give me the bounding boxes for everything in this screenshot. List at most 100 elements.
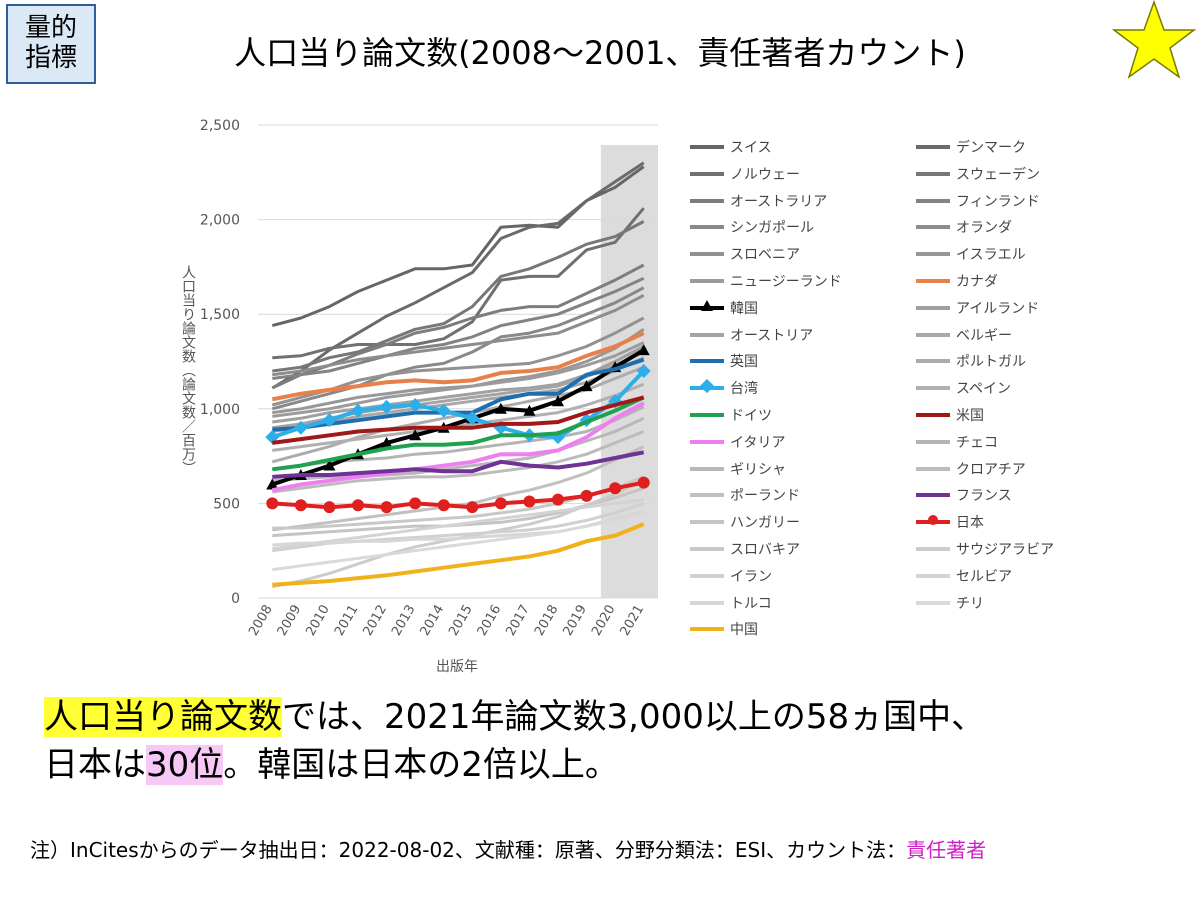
legend-label: イスラエル [956,247,1026,264]
legend-item: 英国 [690,350,758,372]
data-point [436,403,451,418]
data-point [466,501,479,514]
legend-swatch [690,171,724,176]
legend-swatch [916,279,950,283]
legend-swatch [916,225,950,230]
legend-swatch [690,493,724,498]
legend-label: スロバキア [730,542,800,558]
series-line-12 [271,331,645,402]
legend-label: ギリシャ [730,461,786,478]
series-line-22 [272,395,645,445]
data-point [379,399,394,414]
footnote: 注）InCitesからのデータ抽出日：2022-08-02、文献種：原著、分野分… [30,834,986,863]
summary-message: 人口当り論文数では、2021年論文数3,000以上の58ヵ国中、 日本は30位。… [44,693,985,789]
legend-item: イラン [690,565,772,587]
data-point [637,476,650,489]
series-line-34 [272,498,644,551]
legend-item: 台湾 [690,377,758,399]
legend-label: フィンランド [956,193,1040,210]
legend-item: トルコ [690,592,772,614]
legend-label: チリ [956,595,984,612]
legend-item: ベルギー [916,324,1012,346]
legend-swatch [690,520,724,525]
data-point [408,398,423,413]
legend-label: ニュージーランド [730,274,842,290]
legend-item: ポルトガル [916,350,1026,372]
legend-item: イタリア [690,431,785,453]
series-line-7 [271,286,645,411]
legend-swatch [916,145,950,149]
legend-item: 中国 [690,618,758,640]
x-tick-label: 2019 [560,603,590,639]
x-axis-label: 出版年 [436,659,478,675]
legend-label: サウジアラビア [956,542,1054,558]
legend-item: ポーランド [690,484,800,506]
legend-label: イタリア [730,434,786,451]
legend-item: 米国 [916,404,984,426]
slide-title: 人口当り論文数(2008～2001、責任著者カウント) [234,34,966,72]
x-tick-label: 2012 [360,603,390,639]
legend-label: トルコ [730,595,772,612]
x-tick-label: 2015 [446,603,476,639]
highlight-rank: 30位 [146,745,224,785]
summary-line-2-post: 。韓国は日本の2倍以上。 [223,745,619,785]
legend-swatch [916,600,950,605]
legend-marker [701,299,713,311]
y-tick-label: 500 [213,496,240,512]
legend-label: スウェーデン [956,166,1040,183]
legend-swatch [916,332,950,337]
legend-item: スペイン [916,377,1011,399]
legend-item: ノルウェー [690,163,800,185]
series-line-4 [272,220,645,373]
series-line-28 [272,450,645,479]
legend-item: フィンランド [916,190,1040,212]
series-line-36 [272,511,645,572]
legend-label: シンガポール [730,220,814,237]
legend-item: スイス [690,136,772,158]
legend-item: イスラエル [916,243,1026,265]
data-point [637,344,650,356]
legend-label: スペイン [956,381,1012,398]
legend-swatch [916,305,950,310]
x-tick-label: 2016 [475,603,505,639]
footnote-highlight: 責任著者 [906,838,987,862]
legend-item: セルビア [916,565,1012,587]
legend-label: ハンガリー [730,515,800,532]
data-point [352,499,364,512]
legend-item: オーストラリア [690,190,827,212]
legend-marker [699,379,715,394]
legend-label: オランダ [956,220,1012,237]
data-point [266,478,279,490]
legend-swatch [690,332,724,337]
legend-item: 日本 [916,511,984,533]
legend-item: ハンガリー [690,511,800,533]
legend-swatch [690,413,724,417]
legend-label: ポーランド [730,488,800,505]
series-line-37 [272,522,645,587]
legend-label: 日本 [956,515,984,532]
legend-label: クロアチア [956,461,1026,478]
data-point [465,411,480,426]
y-tick-label: 1,500 [200,307,240,323]
legend-swatch [916,198,950,203]
data-point [580,380,593,392]
legend-swatch [916,466,950,471]
legend-item: デンマーク [916,136,1026,158]
y-axis-label: 人口当り論文数（論文数／百万） [180,265,196,475]
x-tick-label: 2011 [332,603,362,639]
legend-label: カナダ [956,274,998,290]
legend-label: スロベニア [730,247,800,264]
legend-swatch [690,379,724,394]
series-line-13 [271,348,645,487]
badge-line1: 量的 [24,13,77,44]
data-point [380,501,393,514]
summary-line-2-pre: 日本は [44,745,146,785]
legend-item: ギリシャ [690,458,786,480]
highlight-per-capita: 人口当り論文数 [44,697,282,737]
data-point [523,404,536,416]
summary-line-1-rest: では、2021年論文数3,000以上の58ヵ国中、 [282,697,986,737]
legend-label: オーストリア [730,327,814,344]
legend-item: ニュージーランド [690,270,842,292]
x-tick-label: 2020 [589,603,619,639]
